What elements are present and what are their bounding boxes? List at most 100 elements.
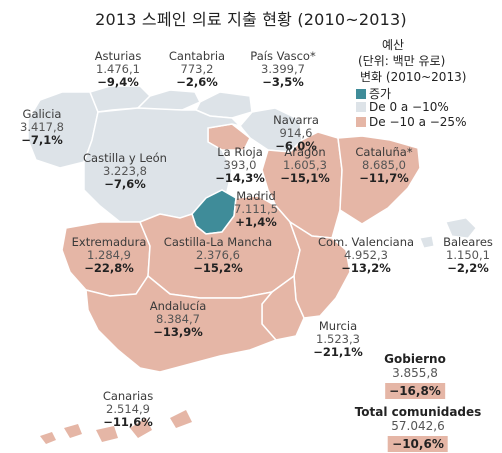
- region-shape-canarias-5: [170, 410, 192, 428]
- legend-item-label: De 0 a −10%: [369, 100, 449, 114]
- region-label-madrid: Madrid 7.111,5 +1,4%: [234, 190, 278, 229]
- region-value: 393,0: [223, 158, 257, 172]
- legend-item-0-to-10: De 0 a −10%: [356, 100, 449, 114]
- region-name: País Vasco*: [250, 49, 316, 63]
- region-name: Asturias: [94, 49, 142, 63]
- region-value: 1.605,3: [283, 158, 327, 172]
- region-change: −9,4%: [97, 75, 139, 89]
- region-value: 1.476,1: [96, 62, 140, 76]
- total-name: Total comunidades: [354, 405, 482, 419]
- region-change: −2,6%: [176, 75, 218, 89]
- region-label-castilla-y-leon: Castilla y León 3.223,8 −7,6%: [83, 152, 167, 191]
- region-name: Baleares: [443, 235, 493, 249]
- region-shape-canarias-4: [130, 418, 152, 438]
- legend-item-10-to-25: De −10 a −25%: [356, 115, 466, 129]
- region-name: Castilla y León: [83, 151, 167, 165]
- total-change: −16,8%: [385, 383, 445, 399]
- region-label-valenciana: Com. Valenciana 4.952,3 −13,2%: [318, 236, 414, 275]
- legend-item-label: De −10 a −25%: [369, 115, 467, 129]
- map-legend: 예산 (단위: 백만 유로) 변화 (2010~2013) 증가 De 0 a …: [332, 36, 502, 131]
- legend-swatch-icon: [356, 89, 366, 99]
- region-value: 3.399,7: [261, 62, 305, 76]
- region-value: 8.384,7: [156, 312, 200, 326]
- region-name: Navarra: [273, 113, 319, 127]
- region-change: −7,1%: [21, 133, 63, 147]
- region-shape-baleares-minor: [419, 235, 435, 249]
- region-name: Com. Valenciana: [317, 235, 415, 249]
- legend-swatch-icon: [356, 102, 366, 112]
- region-value: 3.417,8: [20, 120, 64, 134]
- region-change: −3,5%: [262, 75, 304, 89]
- region-label-murcia: Murcia 1.523,3 −21,1%: [313, 320, 363, 359]
- legend-swatch-icon: [356, 117, 366, 127]
- region-shape-canarias-2: [64, 424, 82, 438]
- region-label-baleares: Baleares 1.150,1 −2,2%: [443, 236, 493, 275]
- region-label-aragon: Aragón 1.605,3 −15,1%: [280, 146, 330, 185]
- region-change: −21,1%: [313, 345, 363, 359]
- region-value: 773,2: [180, 62, 214, 76]
- legend-item-increase: 증가: [356, 85, 391, 102]
- legend-budget-label: 예산: [382, 38, 405, 52]
- region-shape-andalucia: [85, 274, 278, 373]
- region-change: −2,2%: [447, 261, 489, 275]
- region-change: +1,4%: [235, 215, 277, 229]
- region-change: −13,9%: [153, 325, 203, 339]
- region-value: 914,6: [279, 126, 313, 140]
- total-name: Gobierno: [384, 352, 446, 366]
- region-label-la-rioja: La Rioja 393,0 −14,3%: [215, 146, 265, 185]
- region-change: −11,7%: [359, 171, 409, 185]
- region-change: −6,0%: [275, 139, 317, 153]
- region-name: Cantabria: [168, 49, 226, 63]
- region-value: 4.952,3: [344, 248, 388, 262]
- page-title: 2013 스페인 의료 지출 현황 (2010~2013): [95, 10, 407, 29]
- region-shape-baleares: [445, 217, 477, 239]
- total-comunidades: Total comunidades 57.042,6 −10,6%: [354, 405, 482, 452]
- region-label-cantabria: Cantabria 773,2 −2,6%: [169, 50, 225, 89]
- region-value: 3.223,8: [103, 164, 147, 178]
- region-shape-cataluna: [337, 135, 421, 225]
- legend-item-label: 증가: [369, 87, 392, 101]
- region-label-castilla-la-mancha: Castilla-La Mancha 2.376,6 −15,2%: [164, 236, 272, 275]
- region-label-asturias: Asturias 1.476,1 −9,4%: [95, 50, 142, 89]
- region-value: 1.523,3: [316, 332, 360, 346]
- region-change: −15,2%: [193, 261, 243, 275]
- region-name: Murcia: [318, 319, 358, 333]
- region-shape-valenciana: [288, 220, 351, 319]
- total-gobierno: Gobierno 3.855,8 −16,8%: [384, 352, 446, 399]
- region-value: 7.111,5: [234, 202, 278, 216]
- region-change: −11,6%: [103, 415, 153, 429]
- region-shape-canarias-1: [40, 432, 56, 444]
- legend-unit-label: (단위: 백만 유로): [358, 54, 446, 68]
- region-value: 2.514,9: [106, 402, 150, 416]
- region-value: 1.150,1: [446, 248, 490, 262]
- region-change: −7,6%: [104, 177, 146, 191]
- region-shape-canarias-3: [96, 426, 118, 442]
- region-value: 8.685,0: [362, 158, 406, 172]
- region-label-galicia: Galicia 3.417,8 −7,1%: [20, 108, 64, 147]
- region-label-navarra: Navarra 914,6 −6,0%: [273, 114, 319, 153]
- region-name: Castilla-La Mancha: [163, 235, 273, 249]
- region-label-extremadura: Extremadura 1.284,9 −22,8%: [72, 236, 147, 275]
- region-name: Extremadura: [71, 235, 147, 249]
- region-name: Cataluña*: [355, 145, 413, 159]
- region-name: Canarias: [102, 389, 154, 403]
- legend-change-label: 변화 (2010~2013): [360, 70, 467, 84]
- total-change: −10,6%: [388, 436, 448, 452]
- total-value: 3.855,8: [392, 366, 438, 380]
- region-name: Galicia: [22, 107, 62, 121]
- region-change: −22,8%: [84, 261, 134, 275]
- region-label-canarias: Canarias 2.514,9 −11,6%: [103, 390, 153, 429]
- region-label-cataluna: Cataluña* 8.685,0 −11,7%: [355, 146, 412, 185]
- region-change: −15,1%: [280, 171, 330, 185]
- region-name: Madrid: [236, 189, 276, 203]
- region-value: 1.284,9: [87, 248, 131, 262]
- region-name: La Rioja: [217, 145, 263, 159]
- region-label-andalucia: Andalucía 8.384,7 −13,9%: [150, 300, 207, 339]
- region-label-pais-vasco: País Vasco* 3.399,7 −3,5%: [250, 50, 315, 89]
- region-name: Aragón: [284, 145, 326, 159]
- region-name: Andalucía: [149, 299, 207, 313]
- region-value: 2.376,6: [196, 248, 240, 262]
- total-value: 57.042,6: [391, 419, 445, 433]
- region-shape-castilla-y-leon: [83, 107, 243, 223]
- region-change: −14,3%: [215, 171, 265, 185]
